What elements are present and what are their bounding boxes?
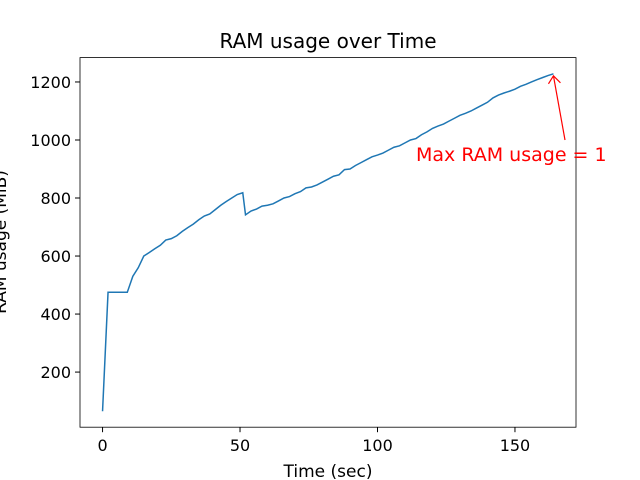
annotation-arrow — [552, 75, 566, 141]
plot-frame — [79, 57, 577, 428]
y-tick-label: 600 — [40, 247, 71, 266]
x-tick-label: 150 — [500, 436, 531, 455]
line-series — [101, 73, 554, 412]
chart-title: RAM usage over Time — [220, 29, 437, 53]
y-axis-label: RAM usage (MiB) — [0, 170, 11, 314]
y-tick-label: 1200 — [30, 73, 71, 92]
annotation-arrowhead — [547, 74, 561, 85]
y-tick-label: 800 — [40, 189, 71, 208]
x-tick-label: 50 — [230, 436, 250, 455]
annotation-text: Max RAM usage = 1 — [416, 144, 607, 166]
x-tick-label: 100 — [362, 436, 393, 455]
y-tick-label: 200 — [40, 363, 71, 382]
y-tick-label: 400 — [40, 305, 71, 324]
y-tick-label: 1000 — [30, 131, 71, 150]
x-axis-label: Time (sec) — [283, 462, 373, 480]
x-tick-label: 0 — [97, 436, 107, 455]
